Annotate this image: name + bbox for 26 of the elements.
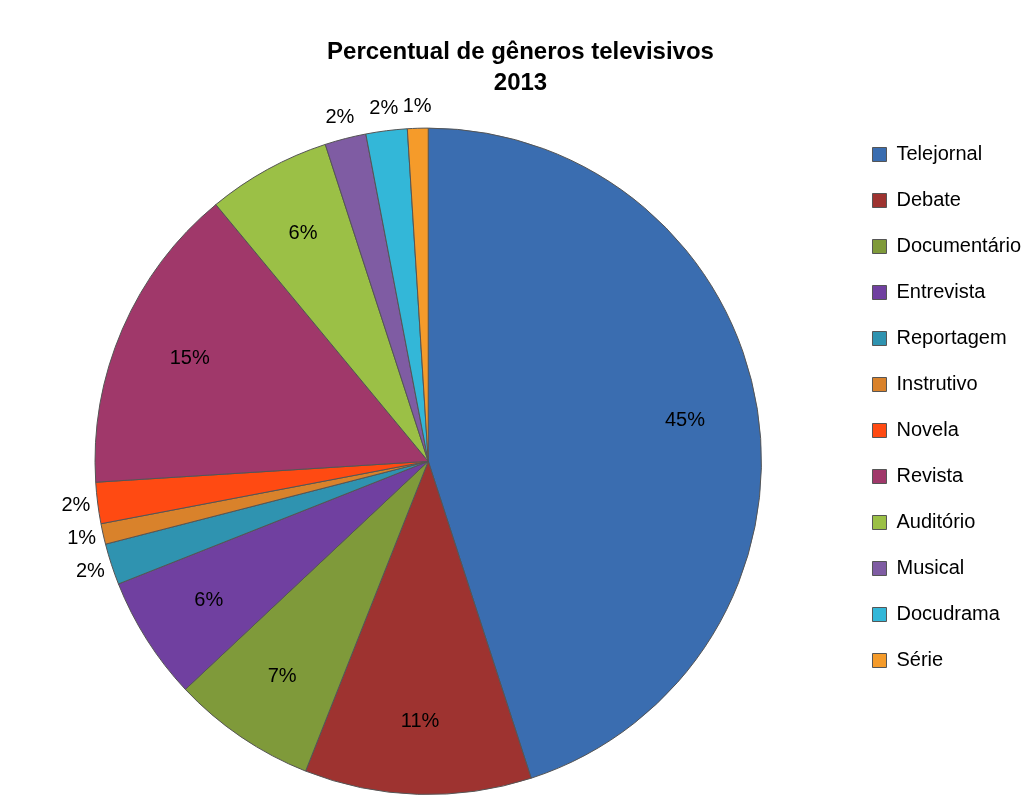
data-label: 2% <box>369 96 399 119</box>
legend-label: Reportagem <box>896 326 1007 349</box>
data-label: 7% <box>267 663 297 686</box>
data-label: 2% <box>75 558 106 581</box>
legend-label: Auditório <box>896 510 976 533</box>
legend-label: Revista <box>896 464 965 487</box>
legend-label: Documentário <box>896 234 1022 257</box>
data-label: 2% <box>325 104 355 127</box>
legend-label: Docudrama <box>896 602 1001 625</box>
legend-label: Entrevista <box>896 280 987 303</box>
data-label: 6% <box>194 588 224 611</box>
data-label: 1% <box>402 93 432 116</box>
data-label: 2% <box>61 493 91 516</box>
data-label: 6% <box>288 221 318 244</box>
chart-title: Percentual de gêneros televisivos <box>327 37 714 65</box>
legend-label: Novela <box>896 418 960 441</box>
chart-subtitle: 2013 <box>493 67 548 95</box>
data-label: 11% <box>400 708 440 731</box>
data-label: 1% <box>67 526 97 549</box>
legend-label: Série <box>896 648 944 671</box>
legend-label: Telejornal <box>896 142 983 165</box>
data-label: 45% <box>664 408 706 431</box>
data-label: 15% <box>169 345 210 368</box>
legend-label: Debate <box>896 188 961 211</box>
legend-label: Instrutivo <box>896 372 978 395</box>
legend-label: Musical <box>896 556 965 579</box>
